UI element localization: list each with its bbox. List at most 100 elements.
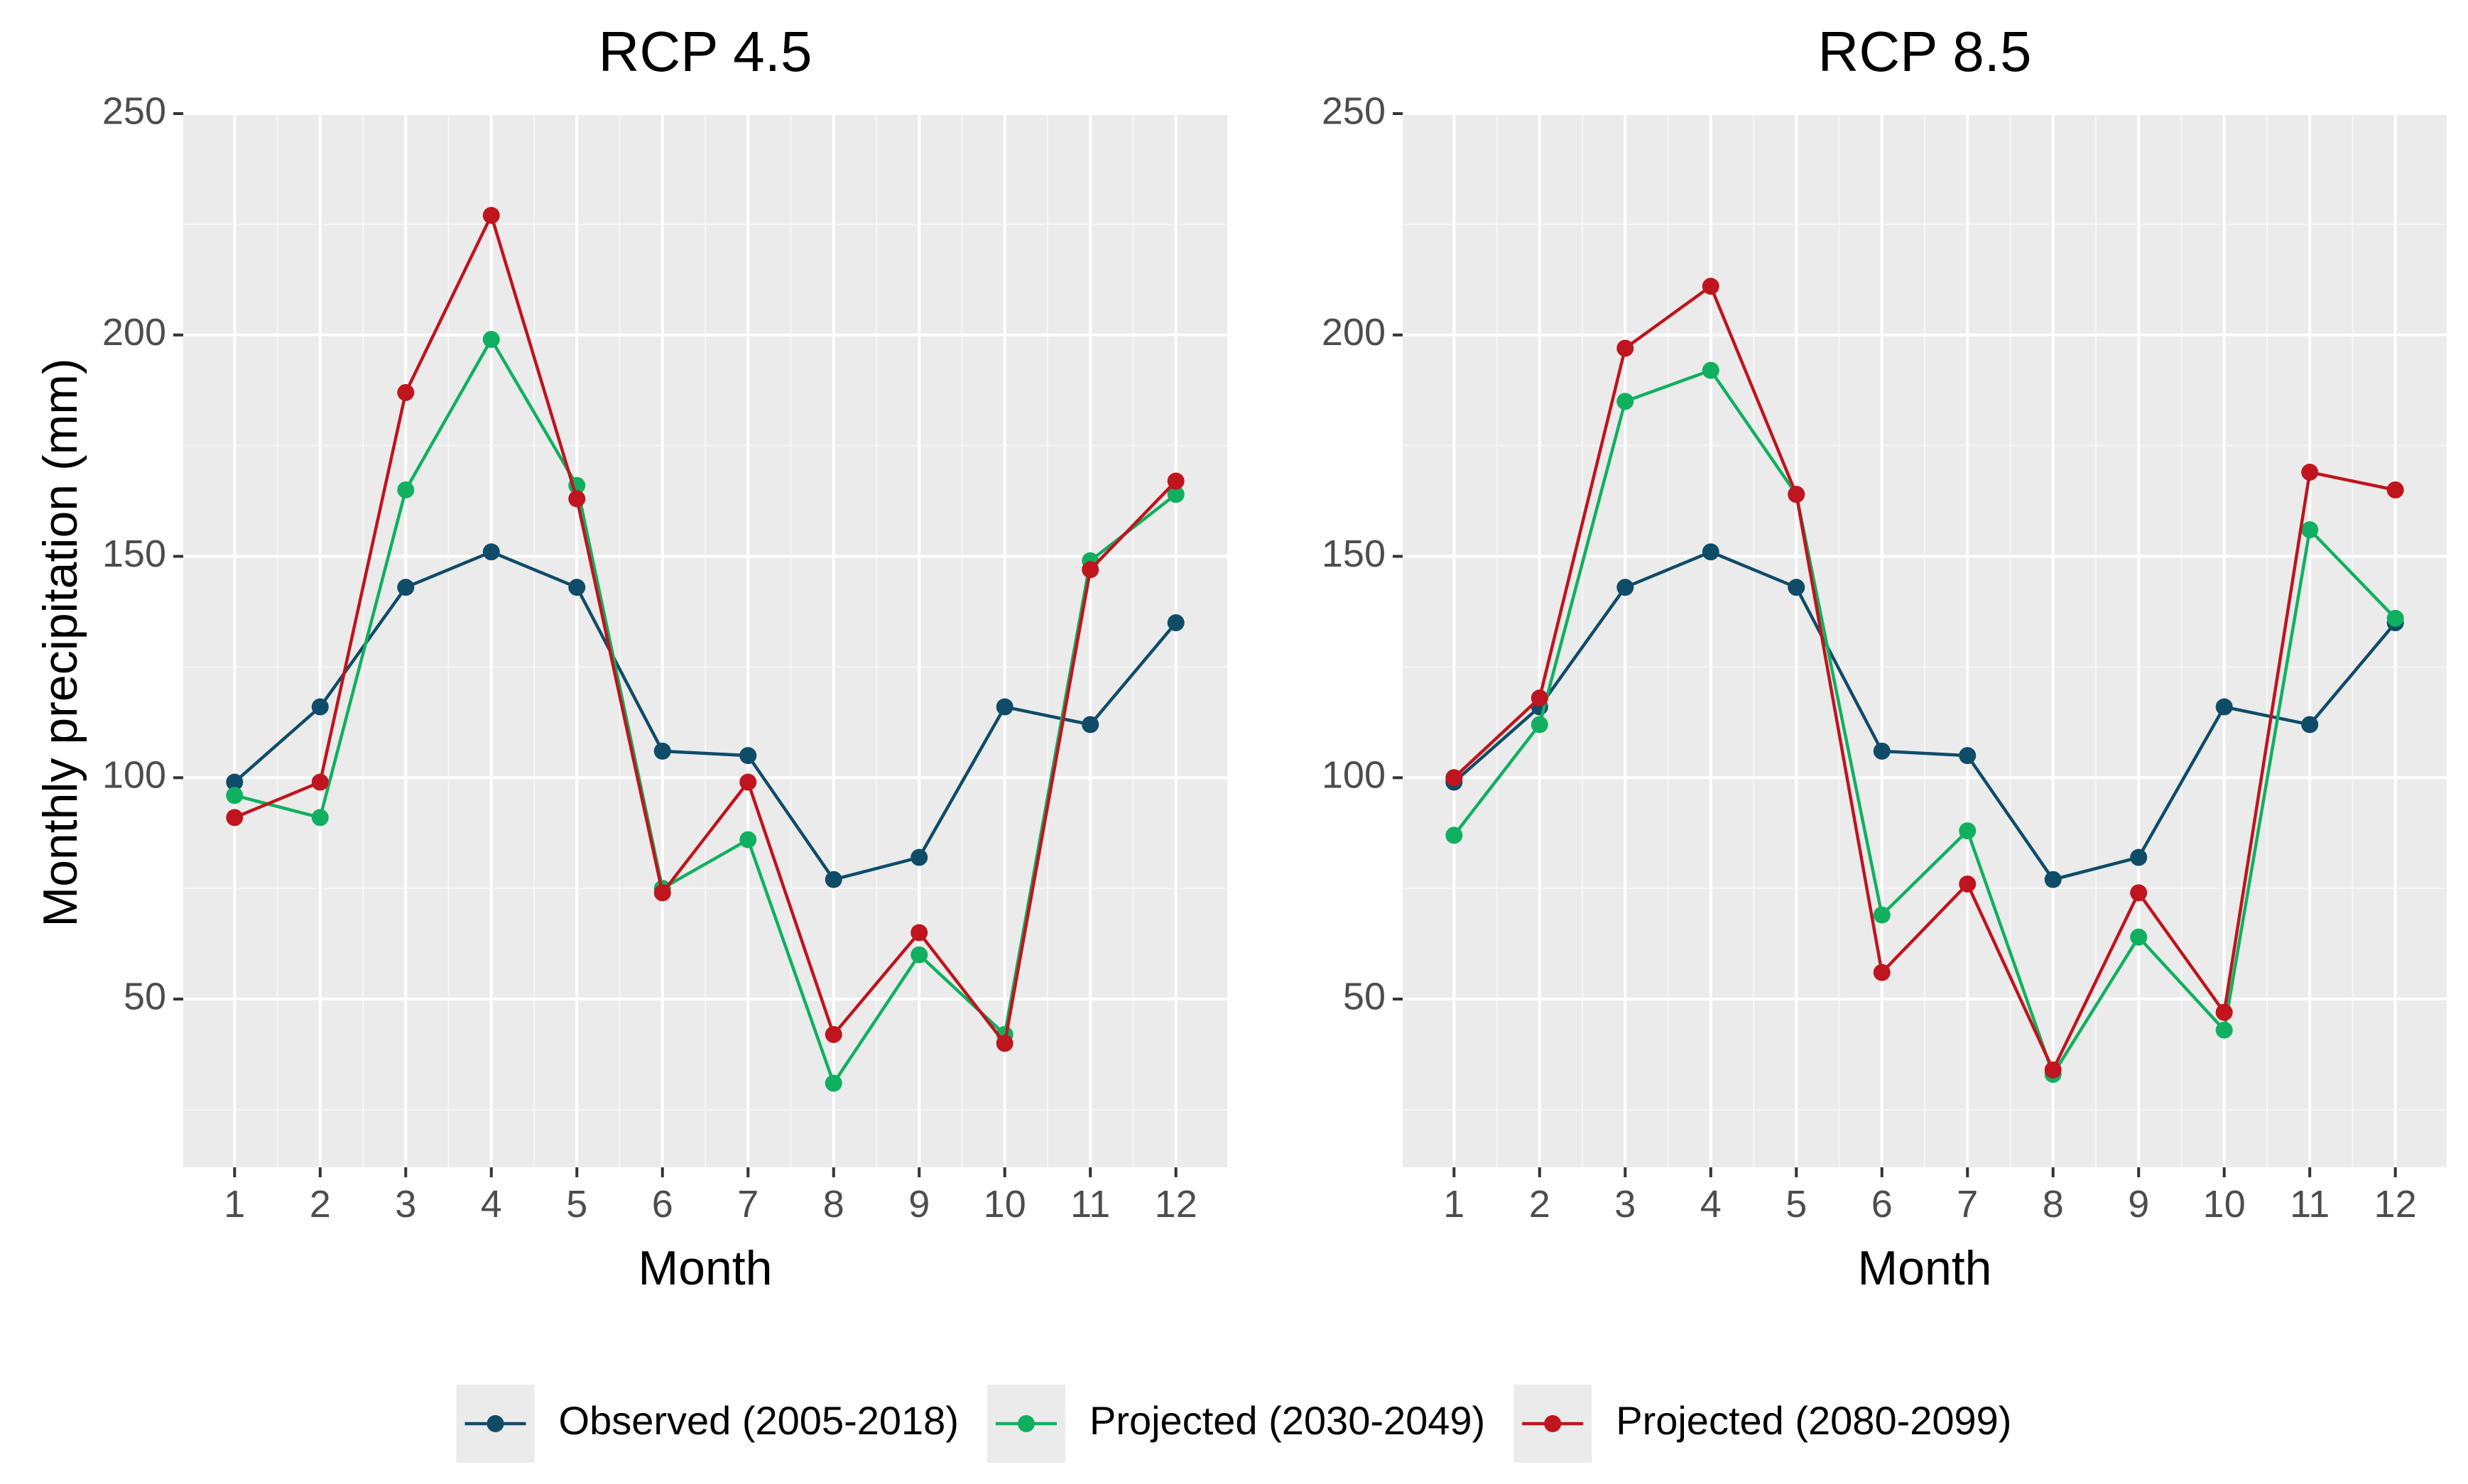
y-tick-label: 150 bbox=[102, 533, 166, 575]
x-tick-label: 11 bbox=[2290, 1183, 2330, 1226]
data-point bbox=[1702, 278, 1719, 295]
data-point bbox=[739, 831, 757, 849]
x-axis-label: Month bbox=[638, 1241, 773, 1295]
data-point bbox=[1959, 875, 1977, 893]
data-point bbox=[996, 698, 1013, 716]
data-point bbox=[2301, 716, 2319, 733]
data-point bbox=[2130, 849, 2148, 866]
data-point bbox=[1788, 579, 1805, 596]
series-observed-2005-2018 bbox=[226, 543, 1185, 888]
data-point bbox=[1788, 486, 1805, 503]
data-point bbox=[226, 809, 244, 826]
data-point bbox=[1082, 716, 1099, 733]
data-point bbox=[910, 946, 928, 964]
x-tick-label: 11 bbox=[1070, 1183, 1110, 1226]
legend-label: Projected (2080-2099) bbox=[1616, 1398, 2011, 1443]
data-point bbox=[1702, 543, 1719, 561]
legend: Observed (2005-2018) Projected (2030-2049… bbox=[456, 1385, 2011, 1463]
y-tick-label: 100 bbox=[102, 754, 166, 797]
data-point bbox=[1445, 769, 1463, 787]
data-point bbox=[1531, 716, 1548, 733]
x-tick-label: 12 bbox=[1155, 1183, 1197, 1226]
x-tick-label: 3 bbox=[395, 1183, 416, 1226]
legend-item-projected-2080-2099: Projected (2080-2099) bbox=[1513, 1385, 2011, 1463]
data-point bbox=[2301, 464, 2319, 481]
x-tick-label: 3 bbox=[1614, 1183, 1636, 1226]
data-point bbox=[1616, 339, 1634, 357]
chart-title: RCP 8.5 bbox=[1818, 20, 2032, 83]
data-point bbox=[2130, 928, 2148, 946]
data-point bbox=[397, 579, 415, 596]
data-point bbox=[653, 742, 671, 760]
x-tick-label: 5 bbox=[566, 1183, 587, 1226]
data-point bbox=[397, 383, 415, 401]
series-projected-2030-2049 bbox=[1445, 361, 2404, 1084]
data-point bbox=[1873, 906, 1891, 924]
data-point bbox=[2215, 1021, 2233, 1039]
x-tick-label: 8 bbox=[823, 1183, 844, 1226]
x-tick-label: 9 bbox=[2128, 1183, 2149, 1226]
legend-item-observed-2005-2018: Observed (2005-2018) bbox=[456, 1385, 959, 1463]
x-tick-label: 10 bbox=[984, 1183, 1026, 1226]
data-point bbox=[1616, 579, 1634, 596]
data-point bbox=[2386, 481, 2404, 498]
data-point bbox=[568, 579, 586, 596]
y-tick-label: 200 bbox=[1322, 311, 1386, 354]
data-point bbox=[1873, 964, 1891, 981]
data-point bbox=[397, 481, 415, 498]
legend-label: Observed (2005-2018) bbox=[559, 1398, 959, 1443]
series-projected-2080-2099 bbox=[226, 207, 1185, 1052]
data-point bbox=[1445, 826, 1463, 844]
data-point bbox=[825, 1074, 842, 1092]
x-tick-label: 7 bbox=[1957, 1183, 1978, 1226]
x-tick-label: 1 bbox=[224, 1183, 245, 1226]
data-point bbox=[2044, 1061, 2062, 1079]
data-point bbox=[1167, 472, 1185, 490]
data-point bbox=[1873, 742, 1891, 760]
data-point bbox=[1959, 822, 1977, 840]
x-tick-label: 2 bbox=[310, 1183, 331, 1226]
y-tick-label: 250 bbox=[102, 89, 166, 132]
data-point bbox=[739, 773, 757, 791]
y-tick-label: 50 bbox=[124, 975, 166, 1017]
series-projected-2080-2099 bbox=[1445, 278, 2404, 1079]
data-point bbox=[311, 773, 329, 791]
x-tick-label: 1 bbox=[1443, 1183, 1464, 1226]
x-tick-label: 12 bbox=[2374, 1183, 2417, 1226]
data-point bbox=[482, 331, 500, 348]
data-point bbox=[910, 849, 928, 866]
series-line bbox=[1452, 550, 2397, 881]
y-tick-label: 50 bbox=[1343, 975, 1386, 1017]
legend-item-projected-2030-2049: Projected (2030-2049) bbox=[986, 1385, 1485, 1463]
series-line bbox=[234, 214, 1178, 1045]
data-point bbox=[653, 884, 671, 902]
y-axis-label: Monthly precipitation (mm) bbox=[33, 358, 87, 927]
legend-key-point bbox=[1017, 1415, 1035, 1432]
legend-label: Projected (2030-2049) bbox=[1089, 1398, 1485, 1443]
data-point bbox=[2386, 609, 2404, 627]
data-point bbox=[482, 207, 500, 224]
data-point bbox=[226, 773, 244, 791]
x-tick-label: 4 bbox=[481, 1183, 502, 1226]
x-tick-label: 7 bbox=[737, 1183, 759, 1226]
data-point bbox=[568, 490, 586, 508]
y-tick-label: 100 bbox=[1322, 754, 1386, 797]
x-tick-label: 8 bbox=[2043, 1183, 2064, 1226]
data-point bbox=[1702, 361, 1719, 379]
data-point bbox=[1167, 614, 1185, 632]
data-point bbox=[311, 809, 329, 826]
y-tick-label: 250 bbox=[1322, 89, 1386, 132]
series-line bbox=[233, 550, 1178, 881]
data-point bbox=[2215, 1003, 2233, 1021]
data-point bbox=[1616, 393, 1634, 410]
data-point bbox=[1082, 561, 1099, 579]
data-point bbox=[2215, 698, 2233, 716]
data-point bbox=[2044, 871, 2062, 888]
data-point bbox=[226, 787, 244, 804]
data-point bbox=[311, 698, 329, 716]
y-tick-label: 150 bbox=[1322, 533, 1386, 575]
series-line bbox=[1452, 284, 2396, 1072]
data-point bbox=[1959, 747, 1977, 765]
